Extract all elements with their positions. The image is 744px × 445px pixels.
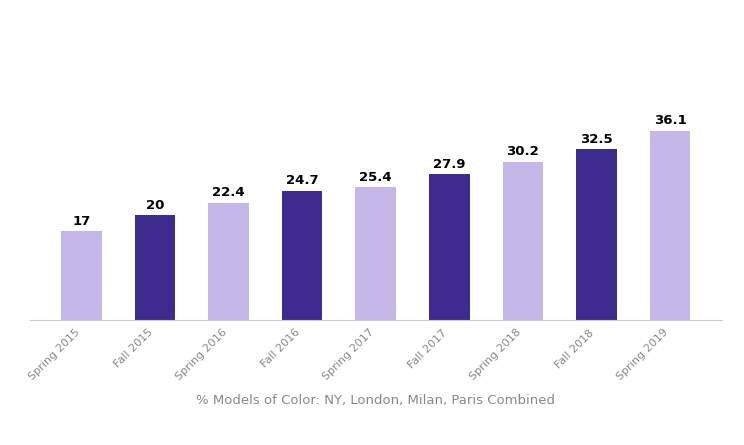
Text: 30.2: 30.2 [507, 146, 539, 158]
Text: 32.5: 32.5 [580, 134, 613, 146]
Text: 20: 20 [146, 199, 164, 212]
Bar [503, 162, 543, 320]
Bar [429, 174, 469, 320]
Bar [356, 187, 396, 320]
Text: 24.7: 24.7 [286, 174, 318, 187]
X-axis label: % Models of Color: NY, London, Milan, Paris Combined: % Models of Color: NY, London, Milan, Pa… [196, 393, 555, 407]
Bar [208, 202, 248, 320]
Bar [650, 130, 690, 320]
Bar [135, 215, 176, 320]
Text: 36.1: 36.1 [654, 114, 687, 127]
Text: 22.4: 22.4 [212, 186, 245, 199]
Text: 25.4: 25.4 [359, 171, 392, 184]
Bar [576, 150, 617, 320]
Text: 27.9: 27.9 [433, 158, 466, 170]
Text: 17: 17 [72, 215, 91, 228]
Bar [61, 231, 102, 320]
Bar [282, 190, 322, 320]
